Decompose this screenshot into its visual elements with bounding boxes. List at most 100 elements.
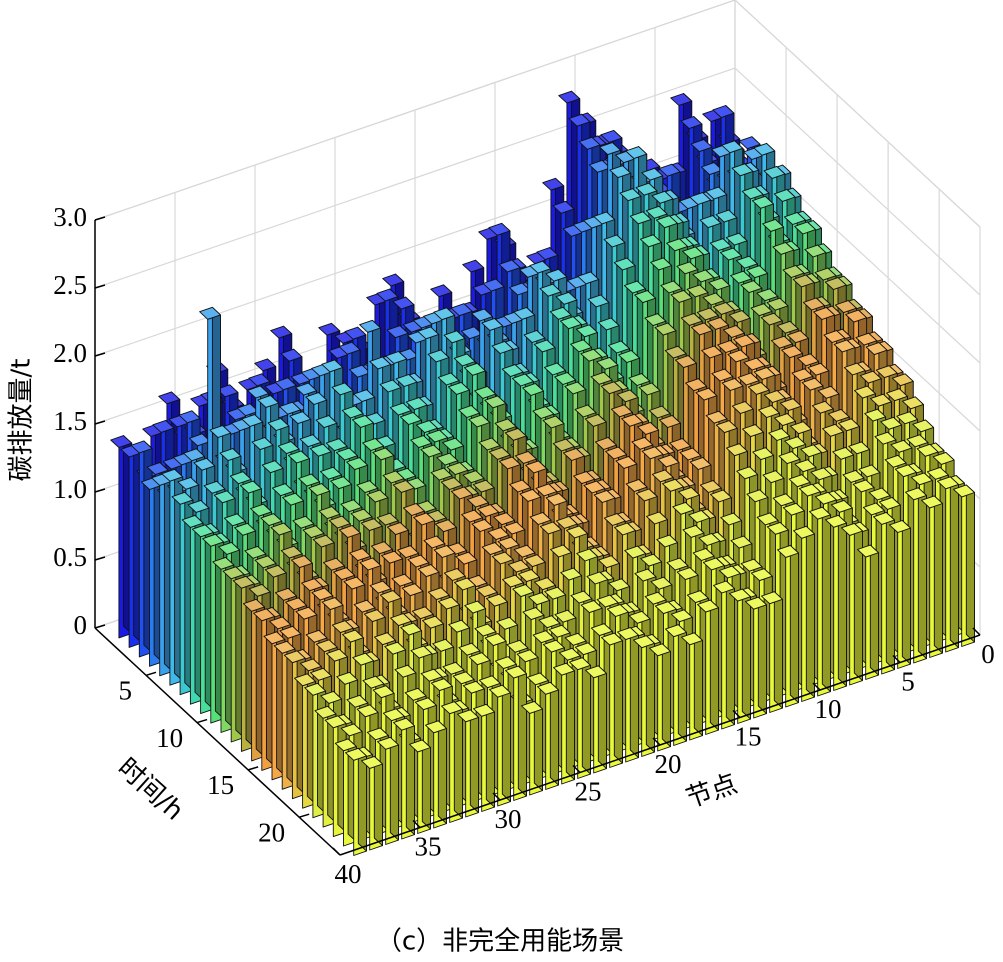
bar-top [570, 339, 593, 353]
bar-top [487, 527, 510, 541]
bar-top [542, 415, 565, 429]
bar [617, 627, 639, 763]
bar-top [340, 499, 363, 513]
bar-top [666, 238, 689, 252]
x-tick-label: 40 [335, 859, 362, 889]
bar-top [529, 260, 552, 274]
bar-side [949, 476, 959, 649]
bar-top [191, 524, 214, 538]
bar [905, 487, 927, 664]
bar-top [666, 557, 689, 571]
bar-side [693, 632, 703, 737]
bar-top [676, 567, 699, 581]
bar-top [450, 486, 473, 500]
bar-top [274, 587, 297, 601]
bar-top [346, 457, 369, 471]
x-tick [492, 792, 501, 801]
bar-top [823, 330, 846, 343]
bar-top [345, 747, 367, 761]
bar-top [537, 681, 559, 695]
bar-top [471, 308, 493, 322]
bar-top [689, 457, 712, 470]
bar-top [405, 397, 428, 411]
bar-top [301, 578, 324, 592]
bar-top [722, 325, 745, 338]
bar-top [681, 632, 703, 646]
bar [713, 580, 735, 730]
bar-top [417, 326, 440, 340]
bar-top [552, 200, 575, 214]
bar-top [774, 413, 796, 427]
chart-title: （c）非完全用能场景 [376, 927, 624, 957]
bar-top [740, 558, 763, 572]
bar-top [410, 435, 433, 449]
bar-top [478, 675, 501, 689]
x-tick [572, 764, 581, 774]
x-tick-label: 20 [655, 749, 682, 779]
bar-top [442, 661, 465, 675]
bar-top [474, 385, 497, 399]
bar-side [517, 665, 527, 797]
bar-top [432, 638, 455, 652]
bar-top [721, 378, 744, 391]
bar-top [590, 623, 613, 637]
bar-top [248, 373, 271, 387]
bar-top [312, 534, 335, 548]
bar-top [552, 438, 575, 452]
bar-top [187, 499, 210, 513]
bar [361, 755, 383, 851]
bar-top [331, 620, 354, 634]
bar-top [678, 486, 700, 500]
bar [457, 709, 479, 818]
bar-top [299, 434, 322, 448]
bar-top [442, 437, 465, 451]
bar-top [496, 616, 519, 630]
bar-top [203, 480, 226, 494]
bar-top [549, 306, 572, 320]
bar [537, 681, 559, 790]
bar [601, 632, 623, 768]
bar-top [212, 556, 235, 570]
bar-top [353, 389, 376, 403]
bar [473, 703, 495, 812]
bar-top [213, 490, 236, 504]
bar-top [472, 479, 495, 493]
bar-top [641, 167, 664, 181]
bar-top [270, 522, 293, 536]
bar-top [708, 277, 731, 291]
bar-top [384, 641, 407, 655]
bar-top [222, 566, 245, 580]
bar-top [542, 639, 565, 653]
bar-top [397, 545, 420, 559]
bar-top [854, 385, 876, 399]
bar-top [392, 296, 415, 310]
bar-side [565, 662, 575, 781]
bar-top [729, 588, 751, 602]
bar-top [857, 544, 879, 558]
bar-top [481, 542, 504, 556]
bar-top [788, 474, 811, 488]
bar-top [353, 599, 376, 613]
bar-top [523, 330, 546, 343]
bar-top [890, 439, 913, 453]
bar-top [193, 457, 216, 471]
bar-top [702, 557, 725, 571]
bar-top [781, 345, 804, 359]
bar-top [430, 284, 453, 298]
bar-top [336, 671, 359, 685]
bar-top [873, 511, 895, 525]
bar-top [219, 448, 242, 462]
bar-top [269, 616, 292, 630]
bar-top [341, 405, 364, 419]
bar-top [494, 656, 517, 670]
bar [633, 635, 655, 757]
bar-top [690, 139, 713, 153]
bar-top [746, 489, 769, 503]
bar [825, 514, 847, 691]
bar-top [628, 610, 651, 624]
bar-top [597, 317, 620, 331]
bar-top [631, 436, 654, 450]
bar-top [711, 368, 734, 382]
bar-top [382, 273, 405, 287]
